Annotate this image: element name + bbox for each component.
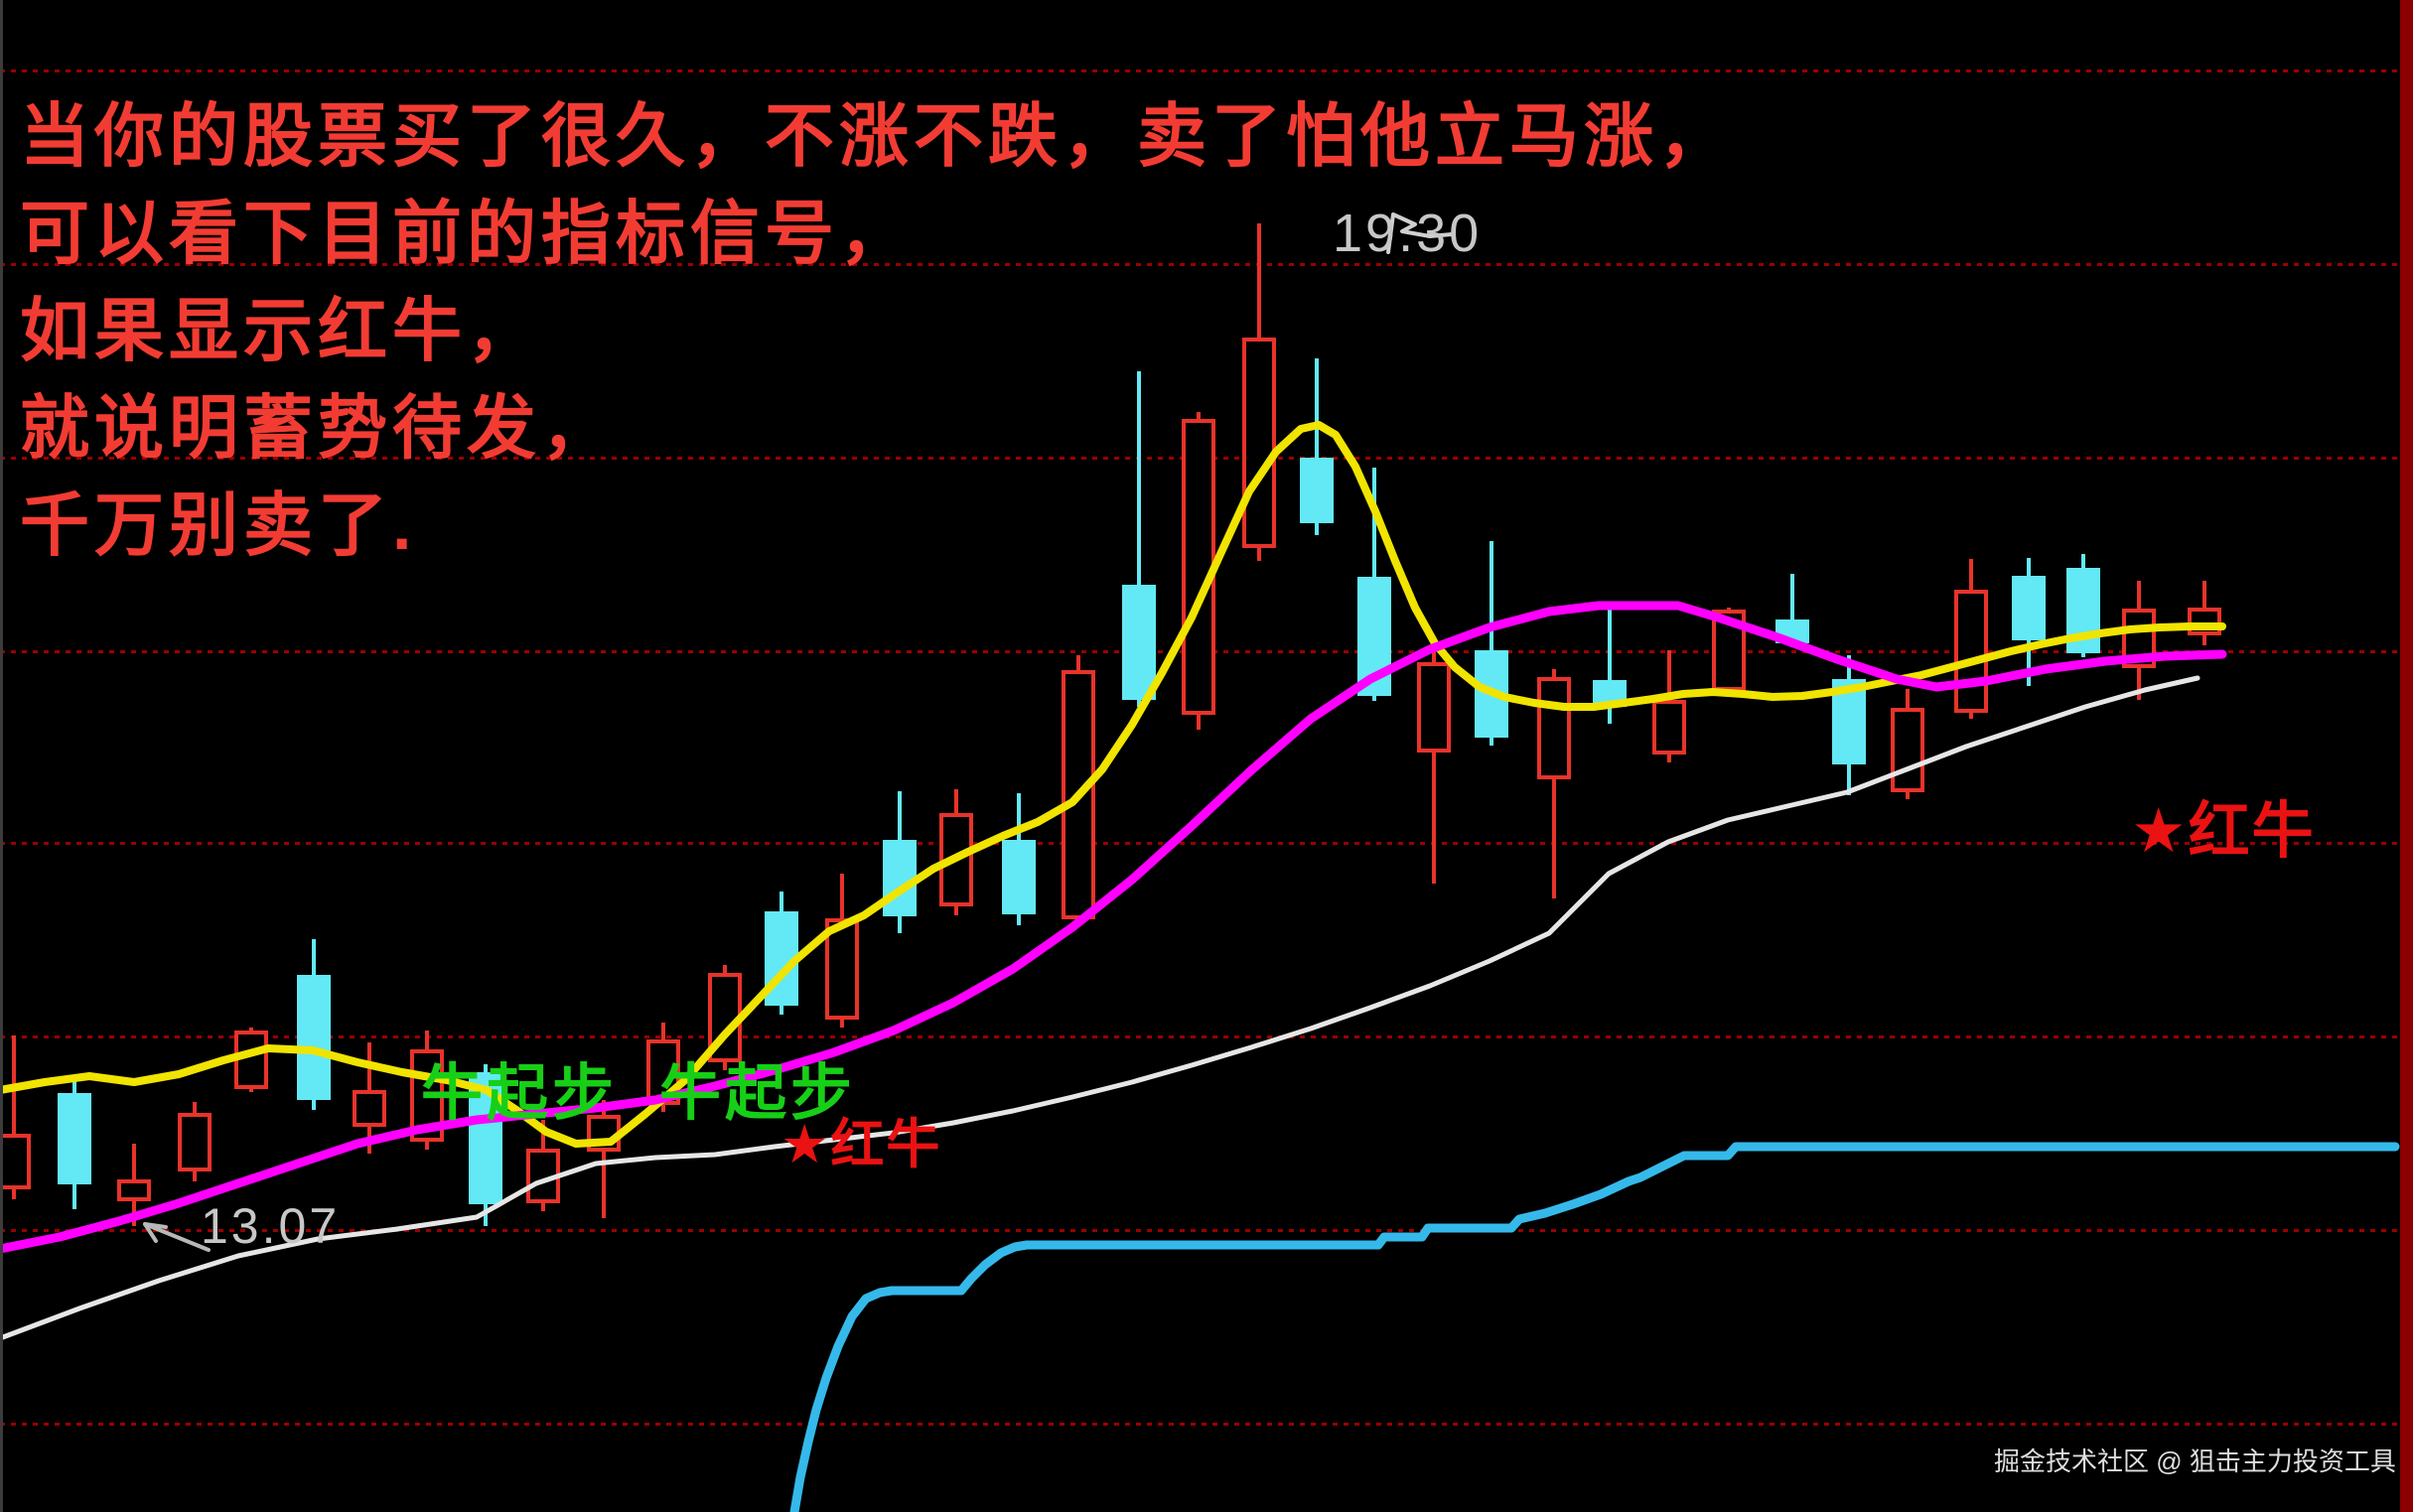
red-bull-signal-marker: ★红牛 xyxy=(2131,797,2316,866)
annotation-line: 当你的股票买了很久，不涨不跌，卖了怕他立马涨， xyxy=(20,97,1733,175)
candle-body xyxy=(353,1090,386,1127)
ma-mid-magenta xyxy=(0,601,2227,1254)
candle-wick xyxy=(1315,358,1319,535)
red-bull-signal-marker: ★红牛 xyxy=(781,1115,942,1174)
chart-left-edge xyxy=(0,0,3,1512)
candle-body xyxy=(2188,608,2221,635)
ma-slow-white xyxy=(0,675,2200,1341)
low-pointer-line xyxy=(143,1222,211,1252)
annotation-line: 如果显示红牛， xyxy=(20,292,541,369)
candle-body xyxy=(1122,585,1156,700)
trend-start-marker: 牛起步 xyxy=(659,1059,857,1128)
candle-body xyxy=(1242,338,1276,548)
support-line-blue xyxy=(789,1142,2400,1512)
candle-wick xyxy=(1608,605,1612,724)
high-pointer-mark xyxy=(1386,212,1454,254)
watermark: 掘金技术社区 @ 狙击主力投资工具 xyxy=(1994,1446,2396,1476)
candle-body xyxy=(117,1179,151,1201)
candle-body xyxy=(1300,458,1334,523)
candle-body xyxy=(1652,700,1686,755)
candle-body xyxy=(825,918,859,1020)
candle-wick xyxy=(1552,669,1556,898)
candle-body xyxy=(297,975,331,1100)
annotation-line: 就说明蓄势待发， xyxy=(20,389,616,467)
gridline-row xyxy=(0,842,2413,845)
chart-right-border xyxy=(2400,0,2413,1512)
candle-wick xyxy=(12,1035,16,1199)
gridline-row xyxy=(0,69,2413,72)
candle-body xyxy=(1891,708,1924,792)
candle-body xyxy=(178,1113,212,1171)
annotation-line: 千万别卖了. xyxy=(20,486,417,564)
candle-wick xyxy=(1790,574,1794,647)
candle-body xyxy=(1417,662,1451,753)
candle-body xyxy=(1537,677,1571,779)
candle-wick xyxy=(1137,371,1141,707)
candle-body xyxy=(0,1134,31,1189)
low-pointer-head xyxy=(143,1222,168,1243)
candle-body xyxy=(1954,590,1988,713)
candle-wick xyxy=(1432,650,1436,884)
candle-wick xyxy=(602,1100,606,1218)
annotation-line: 可以看下目前的指标信号， xyxy=(20,195,914,272)
candle-body xyxy=(2012,576,2046,640)
gridline-row xyxy=(0,1423,2413,1426)
candle-body xyxy=(883,840,917,916)
low-price-label: 13.07 xyxy=(201,1198,341,1254)
gridline-row xyxy=(0,263,2413,266)
gridline-row xyxy=(0,1035,2413,1038)
high-price-label: 19.30 xyxy=(1333,204,1483,263)
candle-body xyxy=(58,1093,91,1184)
gridline-row xyxy=(0,1229,2413,1232)
candle-body xyxy=(1002,840,1036,914)
trend-start-marker: 牛起步 xyxy=(421,1059,619,1128)
ma-fast-yellow xyxy=(0,421,2226,1148)
candle-wick xyxy=(1490,541,1493,746)
